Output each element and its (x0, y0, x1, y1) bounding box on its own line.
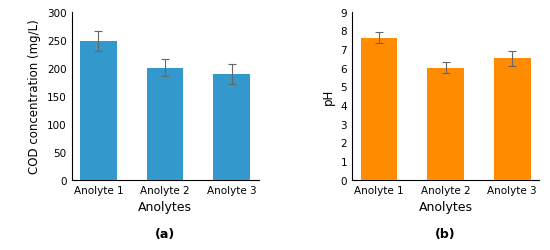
Y-axis label: COD concentration (mg/L): COD concentration (mg/L) (29, 19, 41, 173)
X-axis label: Anolytes: Anolytes (138, 200, 192, 213)
Text: (b): (b) (435, 227, 456, 240)
X-axis label: Anolytes: Anolytes (419, 200, 472, 213)
Bar (213, 75, 250, 180)
Text: (a): (a) (155, 227, 175, 240)
Bar (147, 68, 183, 180)
Bar (360, 38, 397, 180)
Y-axis label: pH: pH (322, 88, 335, 104)
Bar (427, 68, 464, 180)
Bar (494, 59, 531, 180)
Bar (80, 42, 117, 180)
